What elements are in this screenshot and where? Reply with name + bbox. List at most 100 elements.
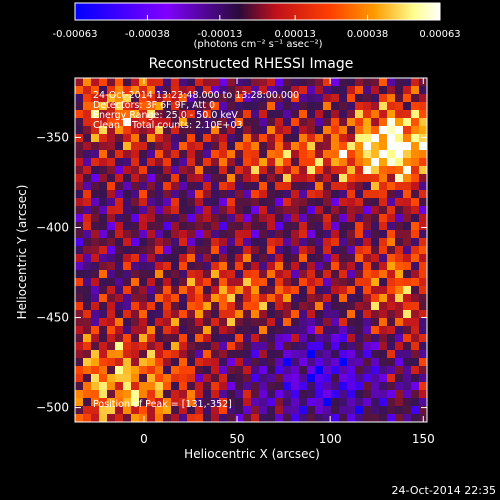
- heatmap-cell: [243, 398, 251, 406]
- heatmap-cell: [299, 174, 307, 182]
- heatmap-cell: [267, 406, 275, 414]
- heatmap-cell: [115, 310, 123, 318]
- heatmap-cell: [339, 294, 347, 302]
- heatmap-cell: [299, 302, 307, 310]
- heatmap-cell: [267, 110, 275, 118]
- heatmap-cell: [91, 214, 99, 222]
- heatmap-cell: [403, 294, 411, 302]
- heatmap-cell: [179, 390, 187, 398]
- heatmap-cell: [171, 214, 179, 222]
- heatmap-cell: [131, 398, 139, 406]
- heatmap-cell: [363, 110, 371, 118]
- heatmap-cell: [91, 142, 99, 150]
- heatmap-cell: [99, 302, 107, 310]
- heatmap-cell: [411, 414, 419, 422]
- heatmap-cell: [379, 230, 387, 238]
- heatmap-cell: [123, 398, 131, 406]
- heatmap-cell: [315, 166, 323, 174]
- heatmap-cell: [291, 198, 299, 206]
- heatmap-cell: [323, 222, 331, 230]
- heatmap-cell: [339, 414, 347, 422]
- heatmap-cell: [387, 166, 395, 174]
- heatmap-cell: [371, 158, 379, 166]
- heatmap-cell: [251, 142, 259, 150]
- heatmap-cell: [323, 278, 331, 286]
- heatmap-cell: [331, 262, 339, 270]
- heatmap-cell: [107, 382, 115, 390]
- heatmap-cell: [115, 326, 123, 334]
- heatmap-cell: [291, 102, 299, 110]
- heatmap-cell: [379, 94, 387, 102]
- heatmap-cell: [115, 286, 123, 294]
- heatmap-cell: [411, 302, 419, 310]
- heatmap-cell: [363, 278, 371, 286]
- heatmap-cell: [323, 334, 331, 342]
- heatmap-cell: [291, 142, 299, 150]
- heatmap-cell: [419, 318, 427, 326]
- heatmap-cell: [371, 286, 379, 294]
- heatmap-cell: [139, 230, 147, 238]
- heatmap-cell: [179, 302, 187, 310]
- heatmap-cell: [235, 94, 243, 102]
- heatmap-cell: [139, 342, 147, 350]
- heatmap-cell: [219, 294, 227, 302]
- heatmap-cell: [187, 206, 195, 214]
- heatmap-cell: [219, 310, 227, 318]
- heatmap-cell: [163, 102, 171, 110]
- heatmap-cell: [187, 326, 195, 334]
- heatmap-cell: [291, 398, 299, 406]
- heatmap-cell: [147, 286, 155, 294]
- heatmap-cell: [195, 390, 203, 398]
- heatmap-cell: [131, 110, 139, 118]
- heatmap-cell: [419, 86, 427, 94]
- heatmap-cell: [203, 230, 211, 238]
- heatmap-cell: [131, 102, 139, 110]
- heatmap-cell: [259, 358, 267, 366]
- heatmap-cell: [211, 94, 219, 102]
- heatmap-cell: [379, 414, 387, 422]
- heatmap-cell: [283, 166, 291, 174]
- heatmap-cell: [403, 382, 411, 390]
- heatmap-cell: [83, 174, 91, 182]
- heatmap-cell: [235, 222, 243, 230]
- heatmap-cell: [299, 182, 307, 190]
- heatmap-cell: [395, 350, 403, 358]
- heatmap-cell: [387, 254, 395, 262]
- heatmap-cell: [331, 382, 339, 390]
- heatmap-cell: [187, 126, 195, 134]
- heatmap-cell: [299, 158, 307, 166]
- heatmap-cell: [83, 318, 91, 326]
- heatmap-cell: [331, 222, 339, 230]
- heatmap-cell: [339, 126, 347, 134]
- heatmap-cell: [203, 86, 211, 94]
- heatmap-cell: [419, 334, 427, 342]
- heatmap-cell: [395, 254, 403, 262]
- heatmap-cell: [147, 86, 155, 94]
- heatmap-cell: [275, 86, 283, 94]
- heatmap-cell: [419, 110, 427, 118]
- heatmap-cell: [347, 166, 355, 174]
- heatmap-cell: [299, 150, 307, 158]
- heatmap-cell: [163, 262, 171, 270]
- heatmap-cell: [211, 262, 219, 270]
- heatmap-cell: [179, 118, 187, 126]
- heatmap-cell: [131, 294, 139, 302]
- heatmap-cell: [339, 262, 347, 270]
- heatmap-cell: [235, 78, 243, 86]
- heatmap-cell: [299, 238, 307, 246]
- heatmap-cell: [259, 350, 267, 358]
- heatmap-cell: [251, 334, 259, 342]
- heatmap-cell: [107, 150, 115, 158]
- heatmap-cell: [171, 278, 179, 286]
- heatmap-cell: [131, 254, 139, 262]
- heatmap-cell: [251, 238, 259, 246]
- heatmap-cell: [75, 318, 83, 326]
- heatmap-cell: [195, 118, 203, 126]
- heatmap-cell: [267, 262, 275, 270]
- heatmap-cell: [75, 222, 83, 230]
- heatmap-cell: [419, 190, 427, 198]
- heatmap-cell: [403, 358, 411, 366]
- heatmap-cell: [171, 270, 179, 278]
- heatmap-cell: [243, 390, 251, 398]
